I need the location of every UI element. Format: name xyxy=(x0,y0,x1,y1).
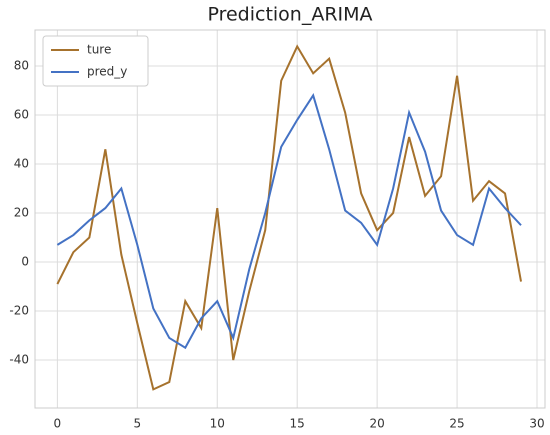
legend-label: ture xyxy=(87,43,111,57)
y-tick-label: 60 xyxy=(14,108,29,122)
legend-label: pred_y xyxy=(87,65,127,79)
x-tick-label: 20 xyxy=(369,417,384,431)
x-tick-label: 0 xyxy=(54,417,62,431)
x-tick-label: 10 xyxy=(210,417,225,431)
x-tick-label: 15 xyxy=(290,417,305,431)
series-line xyxy=(56,44,523,391)
y-tick-label: -20 xyxy=(9,303,29,317)
plot-frame xyxy=(34,29,546,409)
y-tick-label: 20 xyxy=(14,205,29,219)
x-tick-label: 25 xyxy=(449,417,464,431)
y-tick-label: 40 xyxy=(14,157,29,171)
y-tick-label: 80 xyxy=(14,59,29,73)
chart-title: Prediction_ARIMA xyxy=(207,4,372,26)
x-tick-label: 5 xyxy=(133,417,141,431)
series-line xyxy=(56,93,522,350)
x-tick-label: 30 xyxy=(529,417,544,431)
y-tick-label: -40 xyxy=(9,352,29,366)
legend-box xyxy=(42,35,149,87)
y-tick-label: 0 xyxy=(21,254,29,268)
